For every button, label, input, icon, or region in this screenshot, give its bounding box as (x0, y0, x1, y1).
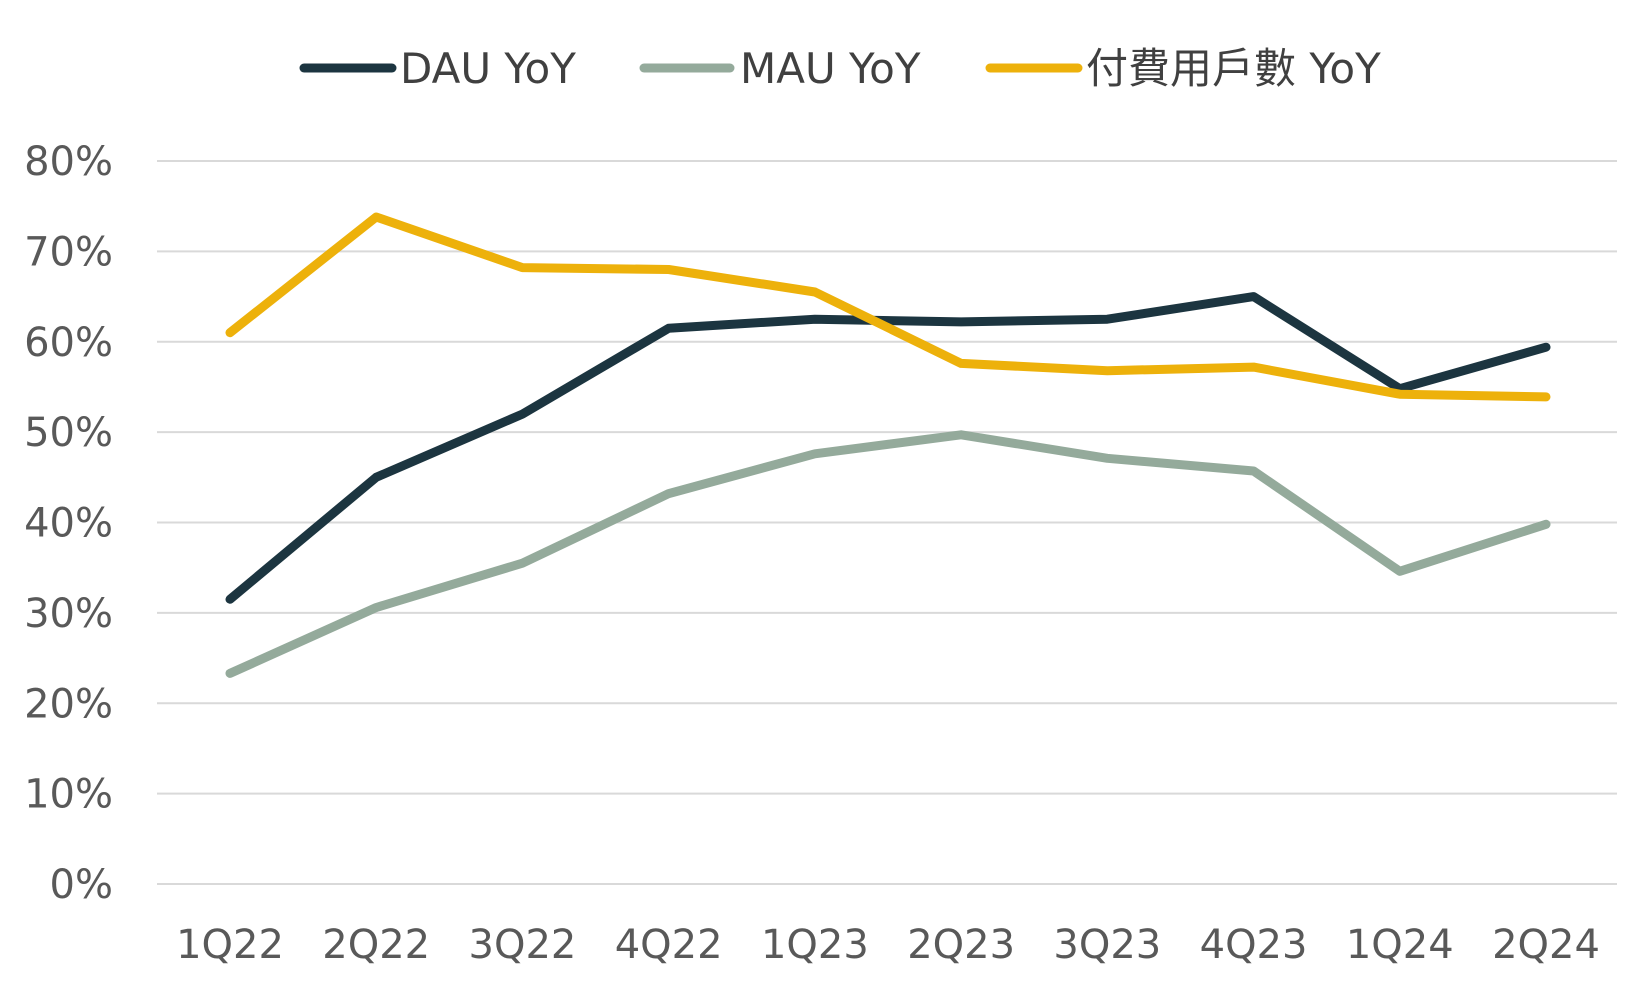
y-tick-label: 50% (24, 410, 113, 456)
x-tick-label: 2Q24 (1492, 922, 1600, 968)
x-tick-label: 3Q22 (469, 922, 577, 968)
y-tick-label: 10% (24, 772, 113, 818)
series-line-1 (225, 292, 1551, 604)
series-lines (225, 212, 1551, 678)
gridlines (157, 160, 1617, 885)
legend-label: DAU YoY (400, 44, 576, 93)
y-tick-label: 20% (24, 681, 113, 727)
x-tick-label: 4Q23 (1200, 922, 1308, 968)
y-axis-ticks: 0% 10% 20% 30% 40% 50% 60% 70% 80% (24, 139, 113, 908)
x-tick-label: 2Q22 (322, 922, 430, 968)
legend: DAU YoY MAU YoY 付費用戶數 YoY (299, 44, 1381, 93)
x-tick-label: 4Q22 (615, 922, 723, 968)
x-tick-label: 3Q23 (1053, 922, 1161, 968)
y-tick-label: 70% (24, 229, 113, 275)
y-tick-label: 80% (24, 139, 113, 185)
series-line-3 (225, 212, 1551, 402)
x-tick-label: 1Q24 (1346, 922, 1454, 968)
x-tick-label: 2Q23 (907, 922, 1015, 968)
series-line-2 (225, 430, 1551, 678)
y-tick-label: 40% (24, 501, 113, 547)
x-axis-ticks: 1Q22 2Q22 3Q22 4Q22 1Q23 2Q23 3Q23 4Q23 1Q24 2Q24 (176, 922, 1600, 968)
y-tick-label: 0% (50, 862, 113, 908)
legend-label: 付費用戶數 YoY (1086, 44, 1381, 93)
x-tick-label: 1Q23 (761, 922, 869, 968)
y-tick-label: 60% (24, 320, 113, 366)
y-tick-label: 30% (24, 591, 113, 637)
x-tick-label: 1Q22 (176, 922, 284, 968)
legend-label: MAU YoY (740, 44, 921, 93)
